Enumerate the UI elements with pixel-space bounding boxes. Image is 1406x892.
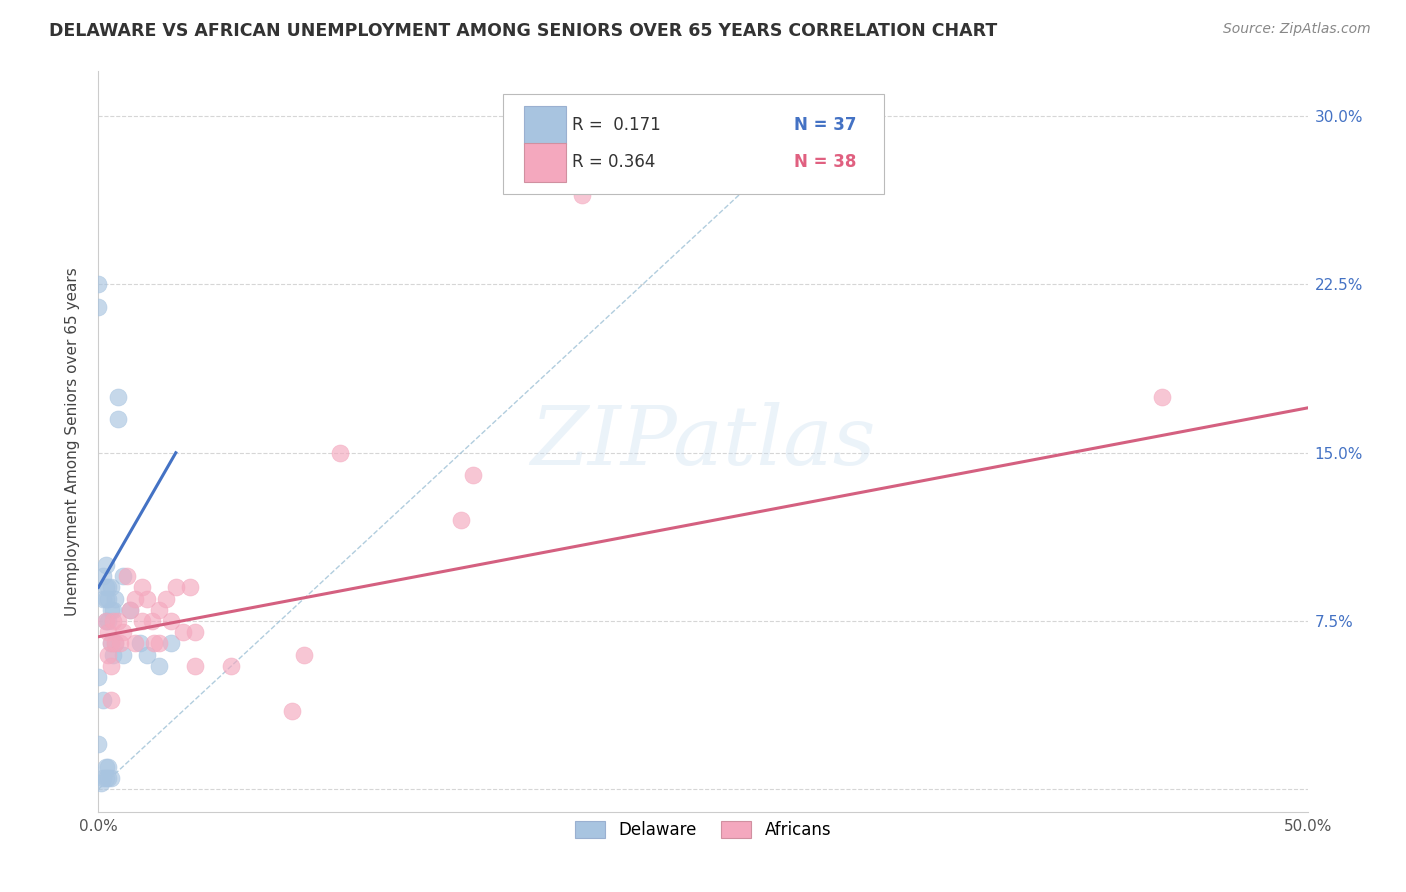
Point (450, 513, 472, 527)
Point (104, 636, 127, 650)
Point (172, 625, 194, 640)
Point (90, 775, 112, 789)
Point (160, 614, 183, 628)
Point (124, 591, 146, 606)
Point (97, 771, 120, 785)
Text: DELAWARE VS AFRICAN UNEMPLOYMENT AMONG SENIORS OVER 65 YEARS CORRELATION CHART: DELAWARE VS AFRICAN UNEMPLOYMENT AMONG S… (49, 22, 997, 40)
Point (155, 591, 177, 606)
Point (97, 580, 120, 594)
Text: Source: ZipAtlas.com: Source: ZipAtlas.com (1223, 22, 1371, 37)
Point (179, 580, 201, 594)
Point (101, 603, 124, 617)
FancyBboxPatch shape (503, 94, 884, 194)
Point (292, 648, 315, 662)
Point (100, 771, 122, 785)
Point (91, 569, 114, 583)
Point (94, 558, 117, 572)
Point (131, 614, 153, 628)
Point (100, 636, 122, 650)
Point (97, 625, 120, 640)
Point (97, 614, 120, 628)
Point (87, 277, 110, 292)
Point (571, 187, 593, 202)
Point (107, 614, 129, 628)
Point (87, 738, 110, 752)
Point (692, 177, 714, 191)
Point (87, 300, 110, 314)
Point (111, 569, 134, 583)
Point (108, 636, 131, 650)
Point (91, 771, 114, 785)
Point (184, 659, 207, 673)
Point (118, 603, 141, 617)
Point (111, 625, 134, 640)
Point (107, 390, 129, 404)
Point (281, 704, 304, 718)
Point (91, 692, 114, 706)
Point (148, 603, 170, 617)
Point (87, 670, 110, 684)
Point (104, 591, 127, 606)
Point (101, 648, 124, 662)
Point (101, 614, 124, 628)
Point (107, 412, 129, 426)
Point (100, 692, 122, 706)
Point (329, 446, 352, 460)
Point (124, 636, 146, 650)
Point (100, 636, 122, 650)
Text: N = 38: N = 38 (793, 153, 856, 171)
Point (94, 580, 117, 594)
Text: ZIPatlas: ZIPatlas (530, 401, 876, 482)
Point (117, 569, 139, 583)
Point (94, 771, 117, 785)
Legend: Delaware, Africans: Delaware, Africans (567, 813, 839, 847)
Point (128, 636, 150, 650)
Point (160, 636, 183, 650)
Point (94, 760, 117, 774)
Point (143, 636, 166, 650)
Point (135, 648, 157, 662)
Text: R = 0.364: R = 0.364 (572, 153, 655, 171)
Point (141, 614, 163, 628)
Point (111, 648, 134, 662)
Point (97, 591, 120, 606)
Point (118, 603, 141, 617)
FancyBboxPatch shape (524, 143, 567, 182)
Point (148, 659, 170, 673)
Point (135, 591, 157, 606)
Y-axis label: Unemployment Among Seniors over 65 years: Unemployment Among Seniors over 65 years (65, 268, 80, 615)
Point (131, 580, 153, 594)
Point (97, 760, 120, 774)
Point (94, 591, 117, 606)
Point (104, 636, 127, 650)
Point (97, 648, 120, 662)
Text: R =  0.171: R = 0.171 (572, 116, 661, 134)
Text: N = 37: N = 37 (793, 116, 856, 134)
FancyBboxPatch shape (524, 105, 567, 145)
Point (100, 659, 122, 673)
Point (1152, 390, 1174, 404)
Point (100, 580, 122, 594)
Point (463, 468, 485, 483)
Point (100, 603, 122, 617)
Point (165, 580, 187, 594)
Point (91, 591, 114, 606)
Point (184, 625, 207, 640)
Point (148, 636, 170, 650)
Point (94, 614, 117, 628)
Point (94, 614, 117, 628)
Point (221, 659, 243, 673)
